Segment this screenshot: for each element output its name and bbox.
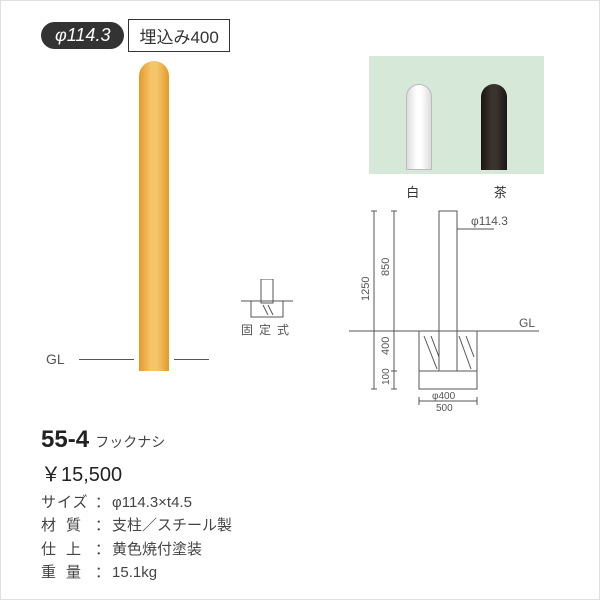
fixed-icon-svg	[241, 279, 293, 319]
dim-850: 850	[380, 258, 392, 276]
fixed-type-icon: 固定式	[241, 279, 295, 338]
dimension-svg: GL φ114.3 850 400 100 1250 φ400 500	[319, 201, 549, 411]
model-row: 55-4 フックナシ	[41, 421, 232, 458]
price: ￥15,500	[41, 460, 232, 491]
spec-colon: ：	[95, 564, 110, 581]
diameter-pill: φ114.3	[41, 22, 124, 49]
spec-row: 材質：支柱／スチール製	[41, 514, 232, 537]
spec-value: 15.1kg	[112, 564, 157, 581]
gl-line-right	[174, 359, 209, 360]
spec-value: 黄色焼付塗装	[112, 541, 202, 558]
spec-value: 支柱／スチール製	[112, 517, 232, 534]
spec-row: 重量：15.1kg	[41, 561, 232, 584]
spec-row: サイズ：φ114.3×t4.5	[41, 491, 232, 514]
spec-colon: ：	[95, 494, 110, 511]
dim-500: 500	[436, 403, 453, 411]
swatch-white-label: 白	[406, 182, 419, 201]
spec-label: 材質	[41, 514, 101, 537]
swatch-white	[406, 84, 432, 170]
header: φ114.3 埋込み400	[41, 19, 230, 52]
dim-100: 100	[381, 368, 392, 385]
bollard-body	[139, 61, 169, 371]
spec-colon: ：	[95, 541, 110, 558]
embed-tag: 埋込み400	[128, 19, 229, 52]
dim-400h: φ400	[432, 391, 456, 402]
swatch-labels: 白 茶	[369, 179, 544, 201]
gl-label: GL	[46, 351, 65, 367]
spec-list: サイズ：φ114.3×t4.5材質：支柱／スチール製仕上：黄色焼付塗装重量：15…	[41, 491, 232, 584]
swatch-white-post	[406, 84, 432, 170]
dimension-drawing: GL φ114.3 850 400 100 1250 φ400 500	[319, 201, 549, 411]
fixed-icon-label: 固定式	[241, 321, 295, 338]
swatch-brown-label: 茶	[494, 182, 507, 201]
dim-400v: 400	[380, 337, 392, 355]
model-suffix: フックナシ	[95, 434, 165, 450]
spec-label: 重量	[41, 561, 101, 584]
product-info: 55-4 フックナシ ￥15,500 サイズ：φ114.3×t4.5材質：支柱／…	[41, 421, 232, 584]
swatch-brown-post	[481, 84, 507, 170]
model-number: 55-4	[41, 426, 89, 453]
gl-line-left	[79, 359, 134, 360]
spec-value: φ114.3×t4.5	[112, 494, 192, 511]
color-swatches	[369, 56, 544, 174]
main-bollard-illustration: GL	[101, 61, 191, 401]
spec-label: 仕上	[41, 538, 101, 561]
swatch-brown	[481, 84, 507, 170]
dim-gl: GL	[519, 316, 535, 330]
spec-colon: ：	[95, 517, 110, 534]
spec-label: サイズ	[41, 491, 101, 514]
dim-phi: φ114.3	[471, 214, 508, 228]
dim-1250: 1250	[360, 277, 372, 301]
spec-row: 仕上：黄色焼付塗装	[41, 538, 232, 561]
